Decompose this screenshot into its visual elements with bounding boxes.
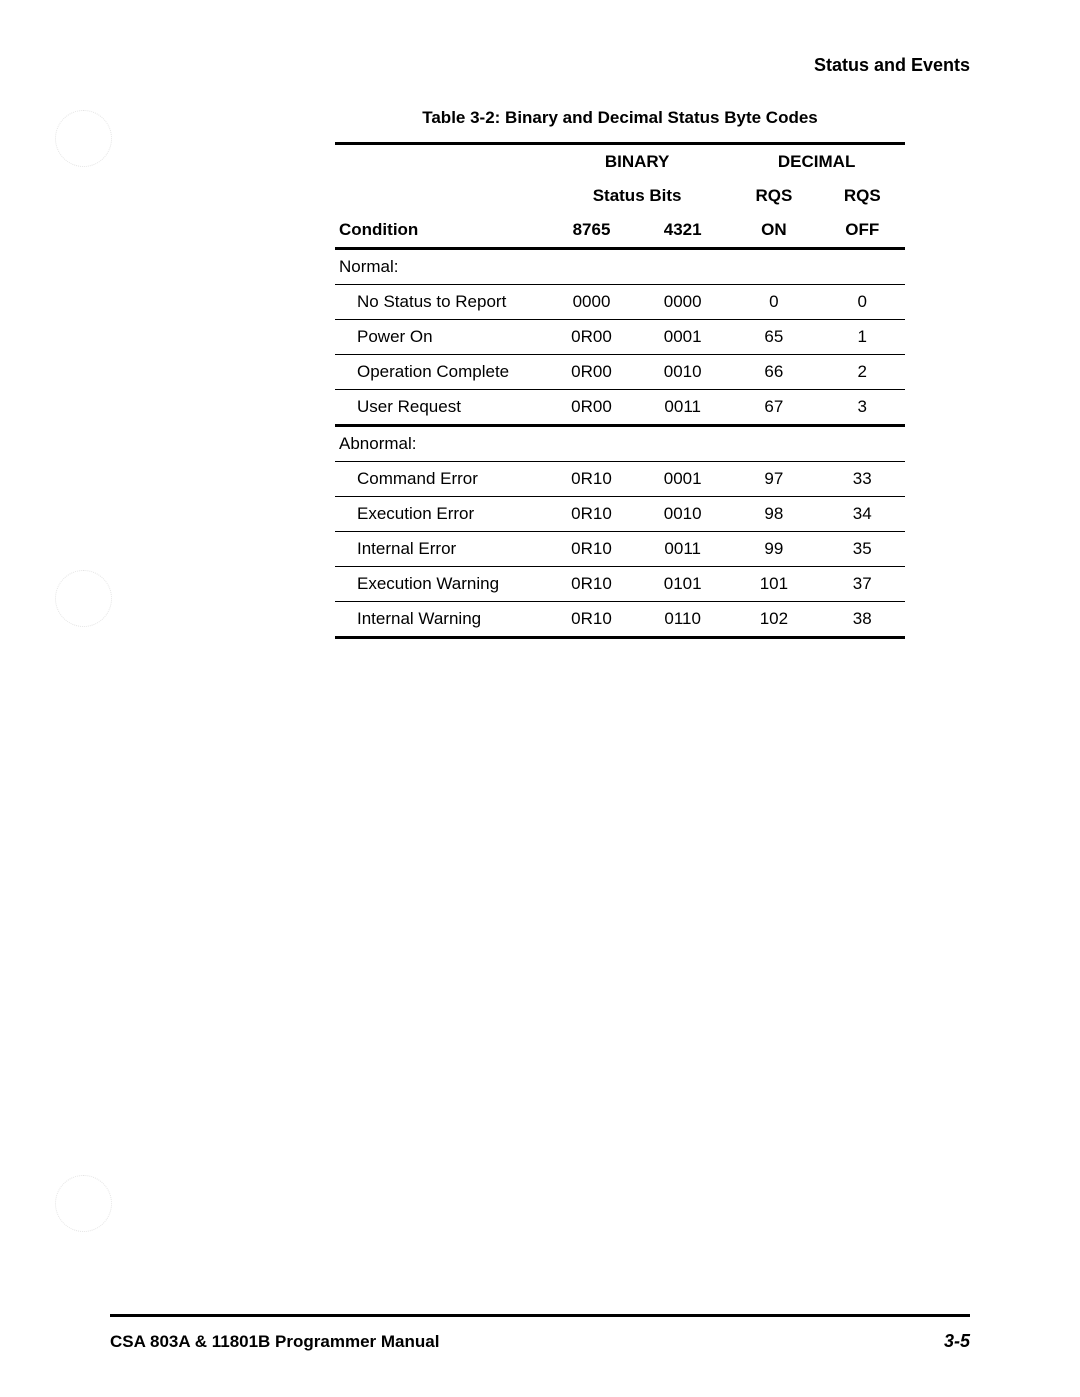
- col-condition: Condition: [335, 213, 546, 249]
- table-row: Internal Error 0R10 0011 99 35: [335, 532, 905, 567]
- cell: 0R10: [546, 567, 637, 602]
- cell: 3: [819, 390, 905, 426]
- cell-cond: Command Error: [335, 462, 546, 497]
- cell: 0000: [637, 285, 728, 320]
- cell: 98: [728, 497, 819, 532]
- section-normal: Normal:: [335, 249, 546, 285]
- col-sub-statusbits: Status Bits: [546, 179, 728, 213]
- cell-cond: Power On: [335, 320, 546, 355]
- cell: 0R00: [546, 390, 637, 426]
- cell-cond: User Request: [335, 390, 546, 426]
- cell: 0: [819, 285, 905, 320]
- cell: 34: [819, 497, 905, 532]
- footer-rule: [110, 1314, 970, 1317]
- table-row: Internal Warning 0R10 0110 102 38: [335, 602, 905, 638]
- table-row: Power On 0R00 0001 65 1: [335, 320, 905, 355]
- cell: 0R10: [546, 462, 637, 497]
- cell: 0010: [637, 355, 728, 390]
- punch-hole-icon: [55, 1175, 112, 1232]
- page: Status and Events Table 3-2: Binary and …: [0, 0, 1080, 1397]
- cell: 99: [728, 532, 819, 567]
- cell: 35: [819, 532, 905, 567]
- col-group-binary: BINARY: [546, 144, 728, 180]
- footer-page-number: 3-5: [944, 1331, 970, 1352]
- cell-cond: Execution Warning: [335, 567, 546, 602]
- table-row: Abnormal:: [335, 426, 905, 462]
- cell: 0110: [637, 602, 728, 638]
- punch-hole-icon: [55, 570, 112, 627]
- cell: 0000: [546, 285, 637, 320]
- table-row: Status Bits RQS RQS: [335, 179, 905, 213]
- cell: 0R00: [546, 320, 637, 355]
- table-row: User Request 0R00 0011 67 3: [335, 390, 905, 426]
- col-on: ON: [728, 213, 819, 249]
- cell: 0R00: [546, 355, 637, 390]
- status-table: BINARY DECIMAL Status Bits RQS RQS Condi…: [335, 142, 905, 639]
- status-codes-table: Table 3-2: Binary and Decimal Status Byt…: [335, 108, 905, 639]
- cell: 0: [728, 285, 819, 320]
- cell: 0R10: [546, 497, 637, 532]
- col-8765: 8765: [546, 213, 637, 249]
- cell: 0011: [637, 532, 728, 567]
- cell: 0R10: [546, 532, 637, 567]
- table-row: BINARY DECIMAL: [335, 144, 905, 180]
- cell: 0R10: [546, 602, 637, 638]
- cell: 102: [728, 602, 819, 638]
- cell: 101: [728, 567, 819, 602]
- cell: 0101: [637, 567, 728, 602]
- table-row: Normal:: [335, 249, 905, 285]
- section-header: Status and Events: [814, 55, 970, 76]
- cell-cond: No Status to Report: [335, 285, 546, 320]
- section-abnormal: Abnormal:: [335, 426, 546, 462]
- cell-cond: Execution Error: [335, 497, 546, 532]
- col-group-decimal: DECIMAL: [728, 144, 905, 180]
- table-row: No Status to Report 0000 0000 0 0: [335, 285, 905, 320]
- col-sub-rqs-off: RQS: [819, 179, 905, 213]
- cell: 33: [819, 462, 905, 497]
- cell: 0010: [637, 497, 728, 532]
- cell: 67: [728, 390, 819, 426]
- cell: 38: [819, 602, 905, 638]
- col-off: OFF: [819, 213, 905, 249]
- cell-cond: Operation Complete: [335, 355, 546, 390]
- cell: 0001: [637, 320, 728, 355]
- cell: 97: [728, 462, 819, 497]
- table-row: Execution Error 0R10 0010 98 34: [335, 497, 905, 532]
- footer-manual-title: CSA 803A & 11801B Programmer Manual: [110, 1332, 439, 1352]
- table-row: Condition 8765 4321 ON OFF: [335, 213, 905, 249]
- table-row: Operation Complete 0R00 0010 66 2: [335, 355, 905, 390]
- col-4321: 4321: [637, 213, 728, 249]
- cell-cond: Internal Warning: [335, 602, 546, 638]
- cell: 0001: [637, 462, 728, 497]
- cell: 1: [819, 320, 905, 355]
- cell: 65: [728, 320, 819, 355]
- table-row: Execution Warning 0R10 0101 101 37: [335, 567, 905, 602]
- cell: 2: [819, 355, 905, 390]
- cell: 37: [819, 567, 905, 602]
- punch-hole-icon: [55, 110, 112, 167]
- cell: 66: [728, 355, 819, 390]
- table-caption: Table 3-2: Binary and Decimal Status Byt…: [335, 108, 905, 128]
- col-sub-rqs-on: RQS: [728, 179, 819, 213]
- cell-cond: Internal Error: [335, 532, 546, 567]
- table-row: Command Error 0R10 0001 97 33: [335, 462, 905, 497]
- cell: 0011: [637, 390, 728, 426]
